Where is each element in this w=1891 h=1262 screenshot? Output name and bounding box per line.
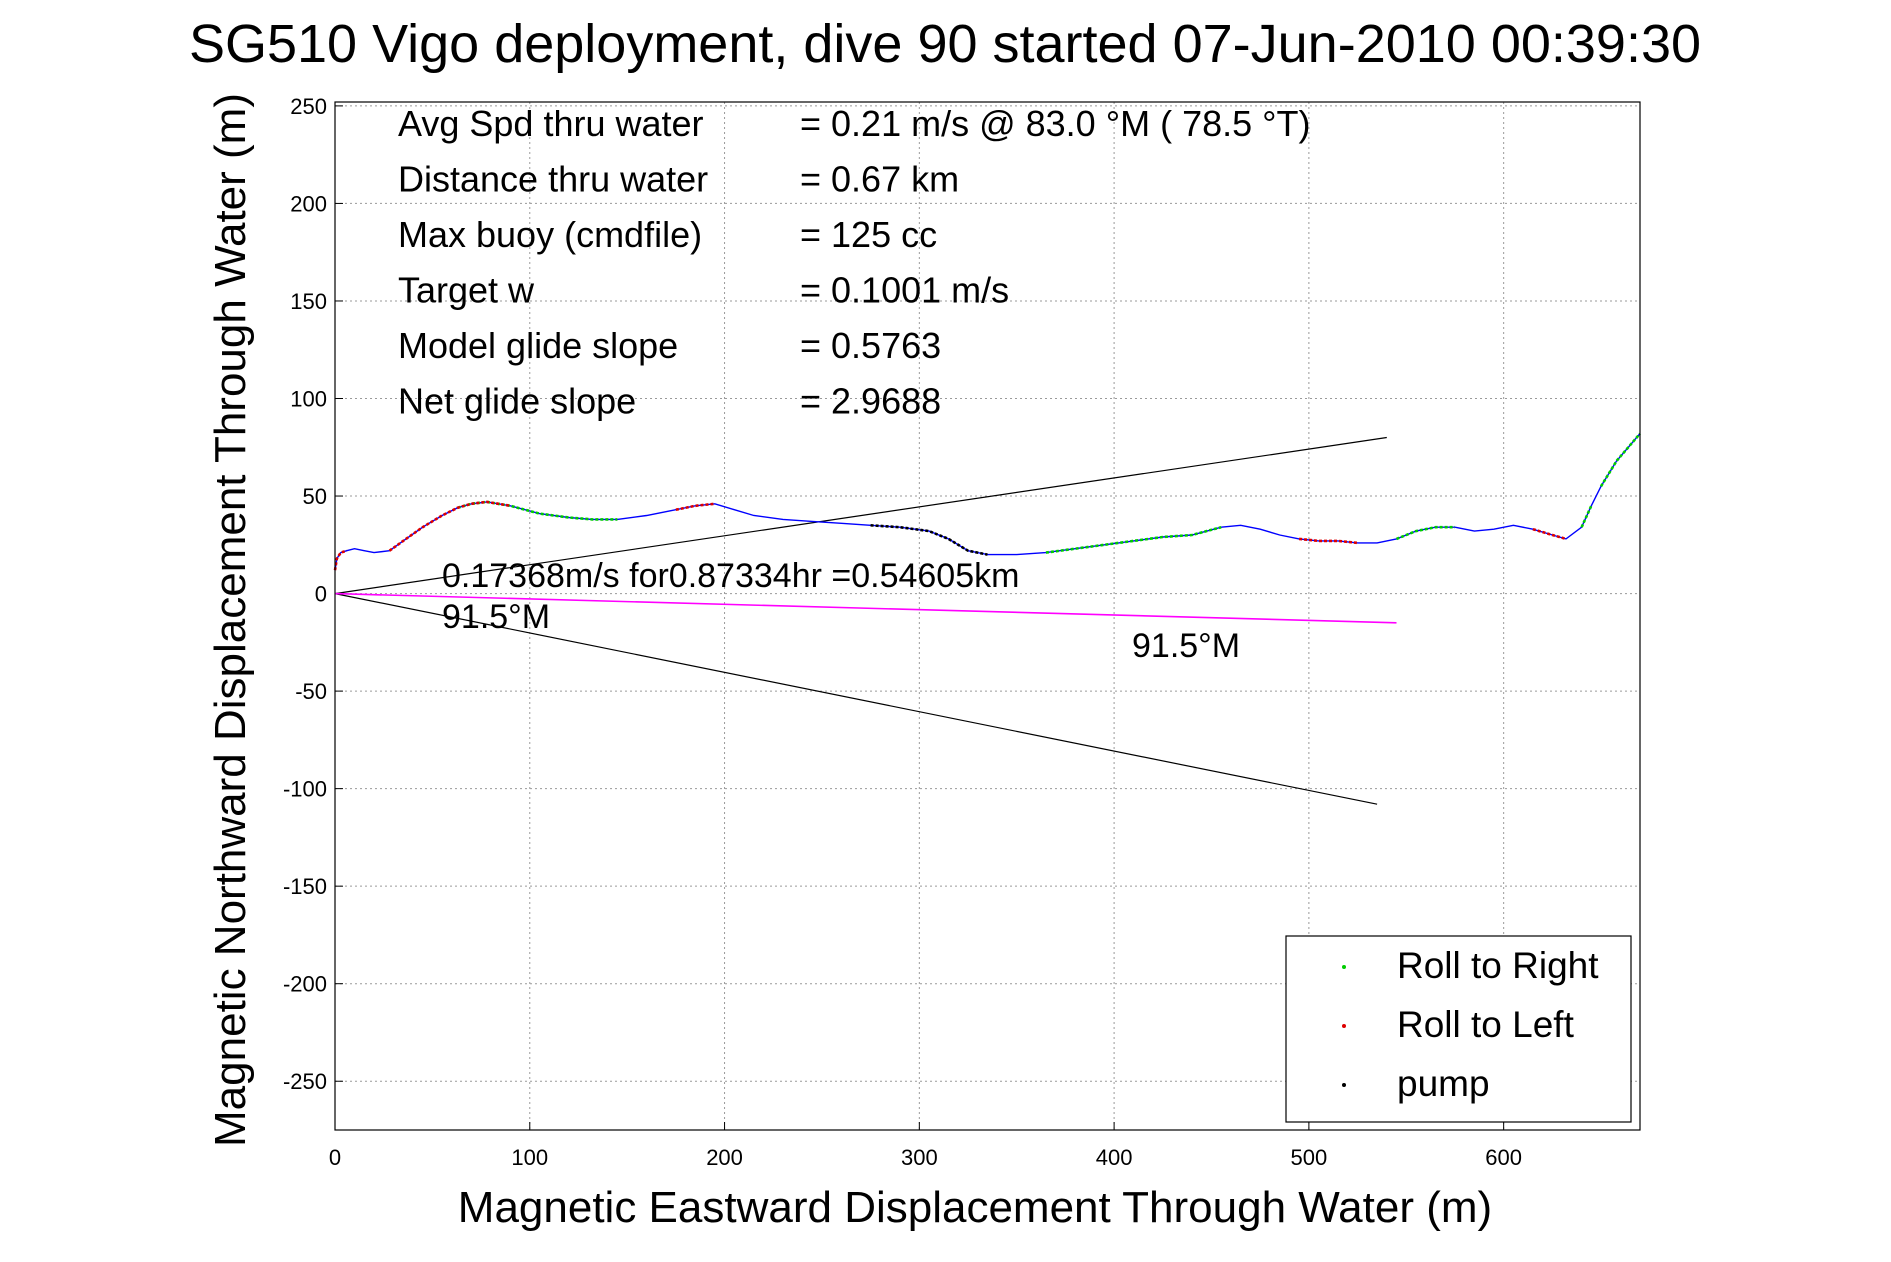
y-axis-label: Magnetic Northward Displacement Through … bbox=[206, 93, 255, 1147]
pump-segment bbox=[870, 524, 988, 556]
y-tick-label: -250 bbox=[283, 1069, 327, 1094]
drift-annotation: 0.17368m/s for0.87334hr =0.54605km bbox=[442, 557, 1019, 595]
x-tick-label: 300 bbox=[901, 1145, 938, 1170]
roll-left-segment bbox=[675, 502, 715, 511]
heading-cone-line bbox=[334, 593, 1378, 805]
stat-label: Net glide slope bbox=[398, 381, 636, 422]
y-tick-label: -100 bbox=[283, 777, 327, 802]
stat-label: Target w bbox=[398, 270, 535, 311]
legend-label: Roll to Left bbox=[1397, 1004, 1575, 1045]
drift-line bbox=[334, 592, 1397, 624]
y-tick-label: 250 bbox=[290, 94, 327, 119]
x-tick-label: 500 bbox=[1291, 1145, 1328, 1170]
x-tick-label: 0 bbox=[329, 1145, 341, 1170]
stat-value: = 0.67 km bbox=[800, 159, 959, 200]
x-tick-label: 600 bbox=[1485, 1145, 1522, 1170]
legend-label: Roll to Right bbox=[1397, 945, 1599, 986]
y-tick-label: 200 bbox=[290, 191, 327, 216]
stat-value: = 0.1001 m/s bbox=[800, 270, 1009, 311]
x-axis-ticks: 0 100 200 300 400 500 600 bbox=[329, 1122, 1522, 1170]
plot-frame bbox=[334, 101, 1641, 1131]
y-tick-label: 0 bbox=[315, 582, 327, 607]
y-axis-ticks: 250 200 150 100 50 0 -50 -100 -150 -200 -250 bbox=[283, 94, 343, 1094]
stats-block: Avg Spd thru water = 0.21 m/s @ 83.0 °M (… bbox=[398, 103, 1311, 422]
x-tick-label: 400 bbox=[1096, 1145, 1133, 1170]
x-tick-label: 100 bbox=[511, 1145, 548, 1170]
stat-value: = 0.5763 bbox=[800, 325, 941, 366]
legend-marker bbox=[1342, 1024, 1346, 1028]
plot-lines bbox=[333, 432, 1641, 805]
legend-marker bbox=[1342, 1083, 1346, 1087]
y-tick-label: -50 bbox=[295, 679, 327, 704]
chart-title: SG510 Vigo deployment, dive 90 started 0… bbox=[189, 14, 1701, 74]
roll-left-segment bbox=[1532, 527, 1567, 541]
roll-right-segment bbox=[1599, 432, 1641, 487]
roll-right-segment bbox=[1396, 525, 1455, 541]
y-tick-label: 100 bbox=[290, 387, 327, 412]
roll-left-segment bbox=[333, 549, 348, 571]
heading-cone-line bbox=[334, 436, 1387, 595]
heading-annotation-far: 91.5°M bbox=[1132, 627, 1240, 665]
stat-value: = 2.9688 bbox=[800, 381, 941, 422]
stat-value: = 0.21 m/s @ 83.0 °M ( 78.5 °T) bbox=[800, 103, 1311, 144]
y-tick-label: -150 bbox=[283, 874, 327, 899]
roll-right-segment bbox=[1580, 505, 1593, 528]
y-tick-label: -200 bbox=[283, 972, 327, 997]
stat-label: Avg Spd thru water bbox=[398, 103, 704, 144]
x-tick-label: 200 bbox=[706, 1145, 743, 1170]
legend: Roll to Right Roll to Left pump bbox=[1285, 935, 1632, 1123]
roll-right-segment bbox=[1045, 525, 1222, 554]
y-tick-label: 150 bbox=[290, 289, 327, 314]
legend-label: pump bbox=[1397, 1063, 1490, 1104]
roll-left-segment bbox=[388, 500, 511, 552]
stat-label: Max buoy (cmdfile) bbox=[398, 214, 702, 255]
stat-value: = 125 cc bbox=[800, 214, 937, 255]
y-tick-label: 50 bbox=[303, 484, 327, 509]
stat-label: Distance thru water bbox=[398, 159, 708, 200]
legend-marker bbox=[1342, 965, 1346, 969]
stat-label: Model glide slope bbox=[398, 325, 678, 366]
heading-annotation-near: 91.5°M bbox=[442, 598, 550, 636]
x-axis-label: Magnetic Eastward Displacement Through W… bbox=[458, 1183, 1492, 1232]
